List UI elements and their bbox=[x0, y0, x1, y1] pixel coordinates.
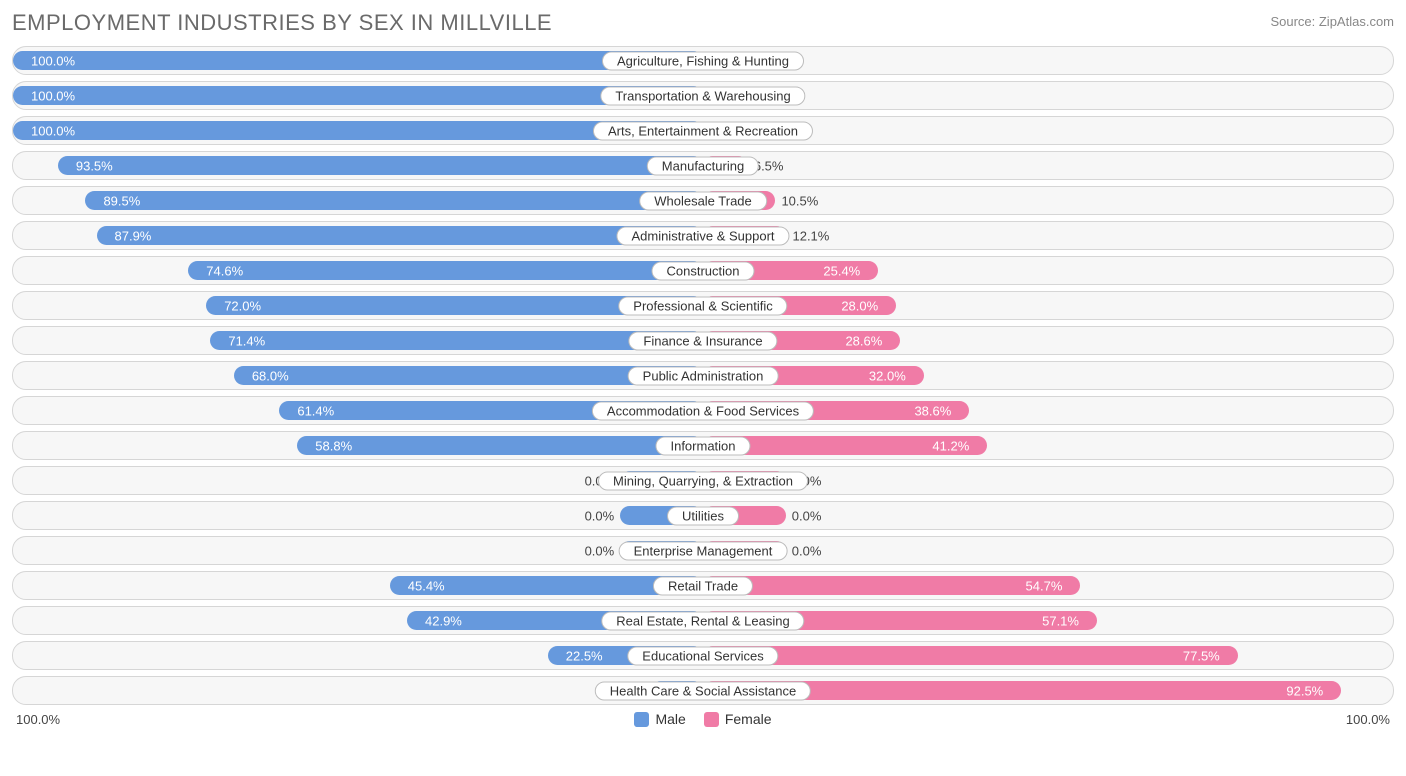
male-value: 45.4% bbox=[398, 578, 445, 593]
legend-female: Female bbox=[704, 711, 772, 727]
male-value: 93.5% bbox=[66, 158, 113, 173]
chart-row: 100.0%0.0%Agriculture, Fishing & Hunting bbox=[12, 46, 1394, 75]
male-value: 68.0% bbox=[242, 368, 289, 383]
chart-row: 74.6% 25.4% Construction bbox=[12, 256, 1394, 285]
industry-label: Information bbox=[655, 436, 750, 455]
male-value: 61.4% bbox=[287, 403, 334, 418]
female-value: 25.4% bbox=[823, 263, 870, 278]
chart-row: 0.0% 0.0% Enterprise Management bbox=[12, 536, 1394, 565]
male-bar bbox=[85, 191, 703, 210]
female-value: 38.6% bbox=[914, 403, 961, 418]
chart-row: 42.9% 57.1% Real Estate, Rental & Leasing bbox=[12, 606, 1394, 635]
chart-row: 68.0% 32.0% Public Administration bbox=[12, 361, 1394, 390]
industry-label: Public Administration bbox=[628, 366, 779, 385]
male-value: 74.6% bbox=[196, 263, 243, 278]
industry-label: Real Estate, Rental & Leasing bbox=[601, 611, 804, 630]
industry-label: Manufacturing bbox=[647, 156, 759, 175]
axis-left-label: 100.0% bbox=[16, 712, 60, 727]
male-value: 100.0% bbox=[21, 53, 75, 68]
female-value: 92.5% bbox=[1286, 683, 1333, 698]
axis-right-label: 100.0% bbox=[1346, 712, 1390, 727]
industry-label: Professional & Scientific bbox=[618, 296, 787, 315]
male-bar bbox=[97, 226, 704, 245]
chart-row: 71.4% 28.6% Finance & Insurance bbox=[12, 326, 1394, 355]
chart-row: 0.0%0.0%Mining, Quarrying, & Extraction bbox=[12, 466, 1394, 495]
chart-row: 22.5% 77.5% Educational Services bbox=[12, 641, 1394, 670]
male-value: 0.0% bbox=[585, 543, 615, 558]
female-value: 54.7% bbox=[1026, 578, 1073, 593]
chart-title: EMPLOYMENT INDUSTRIES BY SEX IN MILLVILL… bbox=[12, 10, 552, 36]
chart-footer: 100.0% Male Female 100.0% bbox=[12, 711, 1394, 727]
industry-label: Mining, Quarrying, & Extraction bbox=[598, 471, 808, 490]
diverging-bar-chart: 100.0%0.0%Agriculture, Fishing & Hunting… bbox=[12, 46, 1394, 705]
chart-row: 89.5% 10.5% Wholesale Trade bbox=[12, 186, 1394, 215]
legend-female-label: Female bbox=[725, 711, 772, 727]
industry-label: Transportation & Warehousing bbox=[600, 86, 805, 105]
industry-label: Administrative & Support bbox=[616, 226, 789, 245]
chart-row: 61.4% 38.6% Accommodation & Food Services bbox=[12, 396, 1394, 425]
female-value: 0.0% bbox=[792, 508, 822, 523]
legend: Male Female bbox=[634, 711, 771, 727]
industry-label: Enterprise Management bbox=[619, 541, 788, 560]
female-value: 77.5% bbox=[1183, 648, 1230, 663]
industry-label: Wholesale Trade bbox=[639, 191, 767, 210]
chart-row: 45.4% 54.7% Retail Trade bbox=[12, 571, 1394, 600]
female-value: 0.0% bbox=[792, 543, 822, 558]
male-value: 0.0% bbox=[585, 508, 615, 523]
female-value: 57.1% bbox=[1042, 613, 1089, 628]
source-attribution: Source: ZipAtlas.com bbox=[1270, 10, 1394, 29]
male-value: 100.0% bbox=[21, 88, 75, 103]
chart-row: 100.0%0.0%Arts, Entertainment & Recreati… bbox=[12, 116, 1394, 145]
male-value: 87.9% bbox=[105, 228, 152, 243]
female-value: 10.5% bbox=[781, 193, 818, 208]
female-bar bbox=[703, 646, 1238, 665]
male-value: 22.5% bbox=[556, 648, 603, 663]
female-bar bbox=[703, 576, 1080, 595]
male-value: 71.4% bbox=[218, 333, 265, 348]
industry-label: Educational Services bbox=[627, 646, 778, 665]
industry-label: Health Care & Social Assistance bbox=[595, 681, 811, 700]
male-value: 42.9% bbox=[415, 613, 462, 628]
industry-label: Construction bbox=[652, 261, 755, 280]
chart-row: 0.0% 0.0% Utilities bbox=[12, 501, 1394, 530]
male-swatch bbox=[634, 712, 649, 727]
female-value: 32.0% bbox=[869, 368, 916, 383]
male-value: 100.0% bbox=[21, 123, 75, 138]
male-bar bbox=[58, 156, 703, 175]
header: EMPLOYMENT INDUSTRIES BY SEX IN MILLVILL… bbox=[12, 10, 1394, 36]
industry-label: Agriculture, Fishing & Hunting bbox=[602, 51, 804, 70]
chart-row: 100.0%0.0%Transportation & Warehousing bbox=[12, 81, 1394, 110]
female-value: 12.1% bbox=[792, 228, 829, 243]
chart-row: 7.5%92.5%Health Care & Social Assistance bbox=[12, 676, 1394, 705]
chart-row: 93.5%6.5%Manufacturing bbox=[12, 151, 1394, 180]
legend-male: Male bbox=[634, 711, 685, 727]
male-bar bbox=[297, 436, 703, 455]
industry-label: Utilities bbox=[667, 506, 739, 525]
female-value: 41.2% bbox=[932, 438, 979, 453]
legend-male-label: Male bbox=[655, 711, 685, 727]
male-bar bbox=[188, 261, 703, 280]
industry-label: Arts, Entertainment & Recreation bbox=[593, 121, 813, 140]
male-value: 58.8% bbox=[305, 438, 352, 453]
male-value: 89.5% bbox=[93, 193, 140, 208]
female-swatch bbox=[704, 712, 719, 727]
industry-label: Accommodation & Food Services bbox=[592, 401, 814, 420]
male-bar bbox=[13, 51, 703, 70]
female-value: 28.6% bbox=[845, 333, 892, 348]
chart-row: 87.9% 12.1%Administrative & Support bbox=[12, 221, 1394, 250]
chart-row: 72.0% 28.0% Professional & Scientific bbox=[12, 291, 1394, 320]
female-value: 28.0% bbox=[841, 298, 888, 313]
industry-label: Retail Trade bbox=[653, 576, 753, 595]
industry-label: Finance & Insurance bbox=[628, 331, 777, 350]
chart-row: 58.8% 41.2% Information bbox=[12, 431, 1394, 460]
male-value: 72.0% bbox=[214, 298, 261, 313]
